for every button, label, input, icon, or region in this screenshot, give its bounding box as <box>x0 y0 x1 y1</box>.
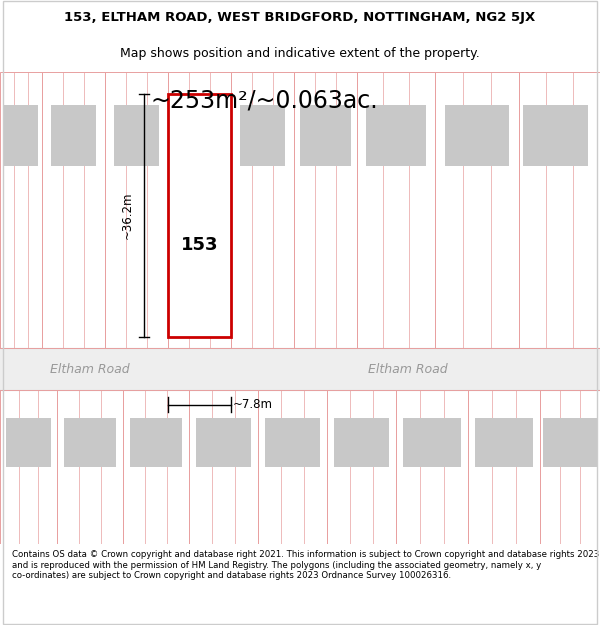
Bar <box>57 391 123 544</box>
Text: ~36.2m: ~36.2m <box>121 192 134 239</box>
Bar <box>0 391 57 544</box>
Bar <box>435 72 519 348</box>
Text: 153, ELTHAM ROAD, WEST BRIDGFORD, NOTTINGHAM, NG2 5JX: 153, ELTHAM ROAD, WEST BRIDGFORD, NOTTIN… <box>64 11 536 24</box>
Bar <box>543 418 597 467</box>
Text: Map shows position and indicative extent of the property.: Map shows position and indicative extent… <box>120 48 480 61</box>
Bar <box>168 72 231 348</box>
Bar <box>258 391 327 544</box>
Bar <box>123 391 189 544</box>
Bar <box>52 105 95 166</box>
Bar <box>294 72 357 348</box>
Bar <box>519 72 600 348</box>
Bar <box>105 72 168 348</box>
Bar <box>0 348 600 391</box>
Text: ~7.8m: ~7.8m <box>233 398 272 411</box>
Bar <box>231 72 294 348</box>
Bar <box>265 418 320 467</box>
Bar <box>196 418 251 467</box>
Bar <box>334 418 389 467</box>
Text: Contains OS data © Crown copyright and database right 2021. This information is : Contains OS data © Crown copyright and d… <box>12 550 599 580</box>
Bar <box>300 105 350 166</box>
Bar <box>540 391 600 544</box>
Bar <box>64 418 116 467</box>
Bar <box>327 391 396 544</box>
Bar <box>475 418 533 467</box>
Bar <box>6 418 52 467</box>
Bar <box>130 418 182 467</box>
Bar <box>42 72 105 348</box>
Bar <box>168 94 231 337</box>
Bar <box>468 391 540 544</box>
Text: Eltham Road: Eltham Road <box>368 362 448 376</box>
Bar <box>445 105 509 166</box>
Bar <box>0 72 42 348</box>
Bar <box>241 105 284 166</box>
Text: Eltham Road: Eltham Road <box>50 362 130 376</box>
Text: 153: 153 <box>181 236 218 254</box>
Bar <box>189 391 258 544</box>
Bar <box>403 418 461 467</box>
Text: ~253m²/~0.063ac.: ~253m²/~0.063ac. <box>150 88 378 112</box>
Bar <box>357 72 435 348</box>
Bar <box>115 105 158 166</box>
Bar <box>4 105 38 166</box>
Bar <box>523 105 588 166</box>
Bar <box>367 105 425 166</box>
Bar <box>178 259 221 321</box>
Bar <box>396 391 468 544</box>
